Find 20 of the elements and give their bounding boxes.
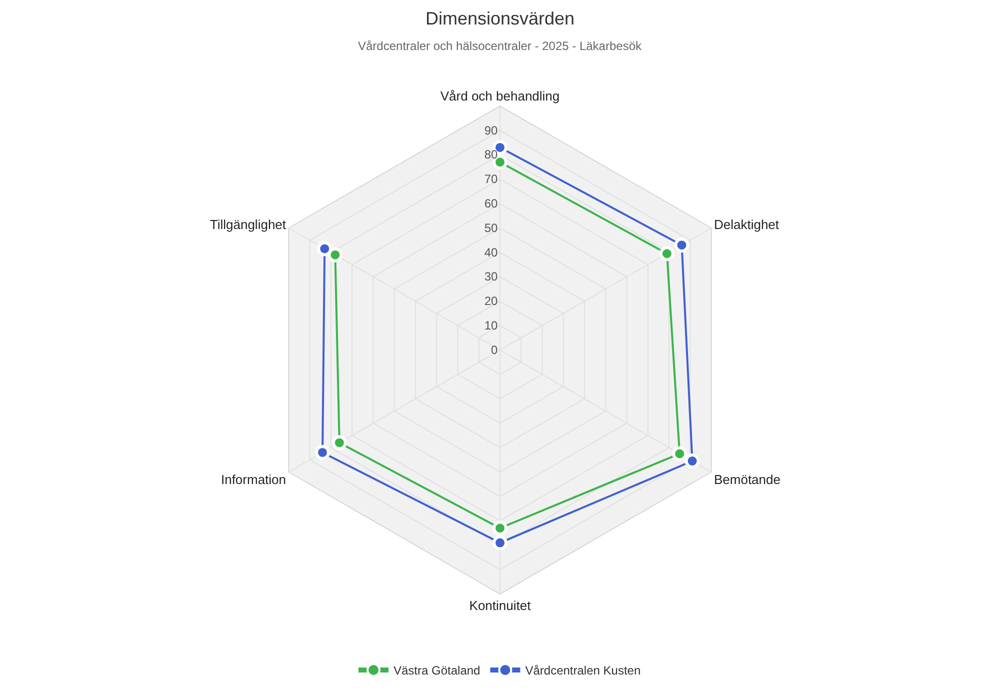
legend-label: Vårdcentralen Kusten: [525, 664, 641, 678]
spoke-label: Bemötande: [714, 472, 780, 487]
y-tick-label: 50: [484, 220, 498, 235]
spoke-label: Kontinuitet: [469, 598, 532, 614]
chart-title: Dimensionsvärden: [425, 8, 575, 28]
y-tick-label: 10: [484, 318, 498, 332]
y-tick-label: 60: [484, 196, 498, 210]
legend-label: Västra Götaland: [394, 664, 480, 678]
spoke-label: Vård och behandling: [440, 88, 560, 104]
y-tick-label: 30: [484, 270, 498, 284]
y-tick-label: 80: [484, 148, 498, 162]
spoke-label: Tillgänglighet: [210, 217, 286, 232]
spoke-label: Delaktighet: [714, 217, 780, 232]
chart-subtitle: Vårdcentraler och hälsocentraler - 2025 - Läkarbesök: [358, 39, 642, 53]
y-tick-label: 70: [484, 172, 498, 186]
y-tick-label: 90: [484, 123, 498, 138]
y-tick-label: 0: [491, 342, 498, 357]
spoke-label: Information: [220, 472, 286, 487]
y-tick-label: 20: [484, 294, 498, 308]
y-tick-label: 40: [484, 245, 498, 260]
